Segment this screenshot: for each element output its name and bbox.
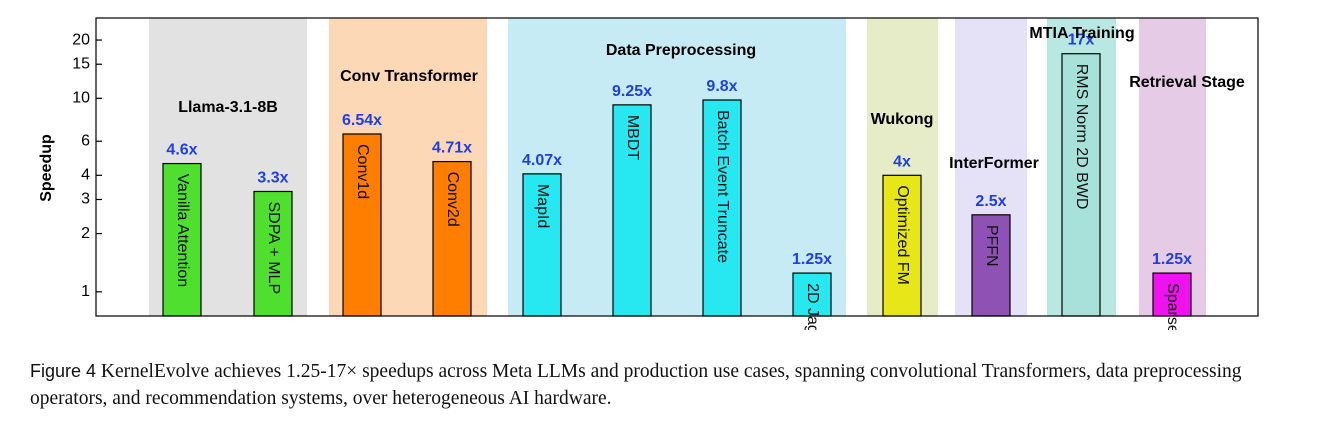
group-label: Wukong bbox=[871, 111, 934, 128]
group-label: InterFormer bbox=[949, 155, 1039, 172]
bar-category-label: Batch Event Truncate bbox=[714, 110, 731, 263]
bar-category-label: MBDT bbox=[624, 115, 641, 161]
y-tick-label: 4 bbox=[81, 167, 90, 184]
bar-value-label: 17x bbox=[1068, 32, 1095, 49]
bar-category-label: Conv1d bbox=[354, 144, 371, 199]
group-label: Data Preprocessing bbox=[606, 42, 756, 59]
bar-value-label: 4.6x bbox=[166, 142, 197, 159]
y-tick-label: 2 bbox=[81, 225, 90, 242]
group-label: Conv Transformer bbox=[340, 68, 478, 85]
group-label: Retrieval Stage bbox=[1129, 74, 1245, 91]
bar bbox=[162, 162, 202, 317]
bar-value-label: 4.71x bbox=[432, 140, 472, 157]
bar-category-label: RMS Norm 2D BWD bbox=[1073, 64, 1090, 210]
figure-caption: Figure 4 KernelEvolve achieves 1.25-17× … bbox=[30, 358, 1300, 412]
chart-svg: 4.6x Vanilla Attention 3.3x SDPA + MLP Llama… bbox=[38, 17, 1259, 330]
bar bbox=[1061, 53, 1101, 317]
bar-value-label: 9.25x bbox=[612, 83, 652, 100]
caption-label: Figure 4 bbox=[30, 361, 97, 381]
y-axis-label: Speedup bbox=[38, 134, 55, 202]
y-tick-label: 15 bbox=[72, 55, 90, 72]
y-tick-label: 10 bbox=[72, 90, 90, 107]
bar-category-label: 2D Jagged Split bbox=[804, 283, 821, 330]
bar-category-label: Optimized FM bbox=[894, 185, 911, 285]
y-tick-label: 6 bbox=[81, 132, 90, 149]
bar bbox=[792, 272, 832, 317]
bar-category-label: Vanilla Attention bbox=[174, 174, 191, 288]
bar bbox=[702, 99, 742, 317]
bar bbox=[253, 190, 293, 317]
bar bbox=[882, 174, 922, 317]
bar-value-label: 1.25x bbox=[1152, 251, 1192, 268]
bar bbox=[612, 104, 652, 317]
bar bbox=[1152, 272, 1192, 317]
bar-category-label: MapId bbox=[534, 184, 551, 228]
bar-category-label: Conv2d bbox=[444, 172, 461, 227]
y-tick-label: 20 bbox=[72, 31, 90, 48]
y-tick-label: 3 bbox=[81, 191, 90, 208]
bar-value-label: 6.54x bbox=[342, 112, 382, 129]
bar bbox=[432, 160, 472, 317]
bar bbox=[522, 173, 562, 317]
group-band bbox=[1139, 18, 1206, 316]
bar-value-label: 2.5x bbox=[975, 193, 1006, 210]
bar-category-label: SDPA + MLP bbox=[265, 201, 282, 294]
bar-value-label: 4x bbox=[893, 153, 911, 170]
caption-text: KernelEvolve achieves 1.25-17× speedups … bbox=[30, 361, 1242, 409]
bar-value-label: 3.3x bbox=[257, 169, 288, 186]
group-label: Llama-3.1-8B bbox=[178, 99, 278, 116]
bar-value-label: 4.07x bbox=[522, 152, 562, 169]
bar bbox=[342, 133, 382, 317]
plot-frame bbox=[95, 17, 1259, 317]
bar-value-label: 1.25x bbox=[792, 251, 832, 268]
bar-category-label: PFFN bbox=[983, 225, 1000, 267]
group-band bbox=[508, 18, 846, 316]
bar bbox=[971, 214, 1011, 317]
bar-category-label: Sparse Inverted Index bbox=[1164, 283, 1181, 330]
speedup-chart: 4.6x Vanilla Attention 3.3x SDPA + MLP Llama… bbox=[38, 17, 1259, 330]
bar-value-label: 9.8x bbox=[706, 78, 737, 95]
group-label: MTIA Training bbox=[1029, 25, 1134, 42]
y-tick-label: 1 bbox=[81, 283, 90, 300]
